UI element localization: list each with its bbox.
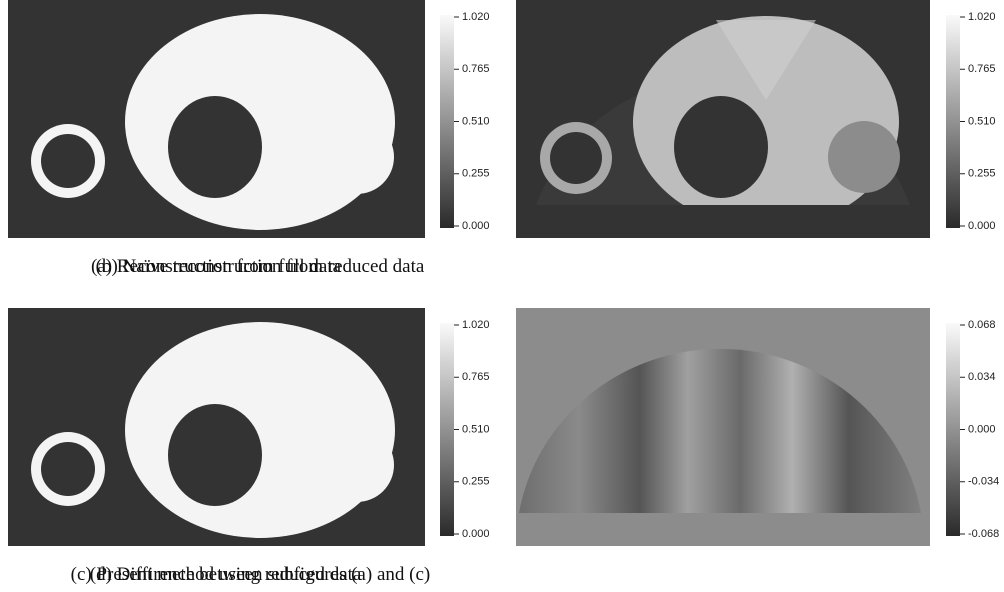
colorbar-tick-label: 0.068 (968, 319, 996, 331)
panel-a-image (8, 0, 425, 238)
colorbar-tick-label: 1.020 (462, 11, 490, 23)
panel-d-image (516, 308, 930, 546)
colorbar-tick-label: 0.765 (968, 63, 996, 75)
colorbar-tick-label: 0.255 (462, 168, 490, 180)
colorbar (440, 15, 454, 228)
colorbar-tick-label: 0.255 (968, 168, 996, 180)
colorbar-tick-label: -0.034 (968, 476, 999, 488)
colorbar-tick-label: 0.255 (462, 476, 490, 488)
colorbar-tick-label: 0.510 (462, 423, 490, 435)
colorbar (440, 323, 454, 536)
colorbar-tick-label: 0.510 (968, 115, 996, 127)
colorbar (946, 15, 960, 228)
colorbar-tick-label: 0.765 (462, 63, 490, 75)
panel-c-image (8, 308, 425, 546)
colorbar-tick-label: 0.765 (462, 371, 490, 383)
caption: (a) Reconstruction from full data (91, 256, 342, 277)
caption: (c) Present method using reduced data (71, 564, 362, 585)
colorbar-tick-label: -0.068 (968, 528, 999, 540)
colorbar-tick-label: 0.000 (462, 528, 490, 540)
colorbar (946, 323, 960, 536)
colorbar-tick-label: 0.510 (462, 115, 490, 127)
colorbar-tick-label: 0.034 (968, 371, 996, 383)
colorbar-tick-label: 0.000 (462, 220, 490, 232)
caption: (b) Naïve reconstruction from reduced da… (96, 256, 425, 277)
colorbar-tick-label: 1.020 (968, 11, 996, 23)
colorbar-tick-label: 1.020 (462, 319, 490, 331)
colorbar-tick-label: 0.000 (968, 220, 996, 232)
caption: (d) Diffirence between subfigures (a) an… (90, 564, 430, 585)
colorbar-tick-label: 0.000 (968, 423, 996, 435)
panel-b-image (516, 0, 930, 238)
